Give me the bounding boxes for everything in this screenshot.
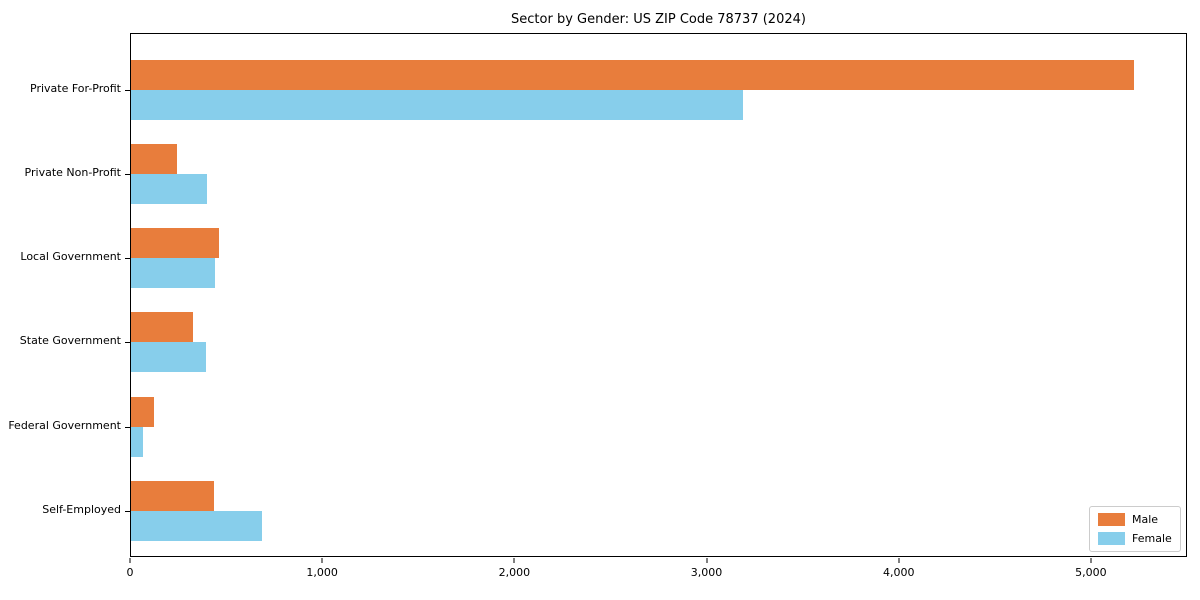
bar-female-private-for-profit (131, 89, 743, 120)
x-tick-label-0: 0 (126, 566, 134, 579)
x-tick-label-3000: 3,000 (690, 566, 723, 579)
legend-entry-female: Female (1098, 532, 1172, 545)
plot-area (125, 33, 1187, 557)
bar-male-federal-government (131, 396, 155, 427)
bar-male-state-government (131, 312, 194, 343)
x-tick-label-1000: 1,000 (306, 566, 338, 579)
x-tick-mark (898, 558, 900, 563)
legend-label-female: Female (1132, 532, 1172, 545)
bar-male-local-government (131, 228, 220, 259)
y-label-private-for-profit: Private For-Profit (30, 81, 121, 95)
y-label-local-government: Local Government (20, 250, 121, 264)
legend-label-male: Male (1132, 513, 1159, 526)
legend-swatch-male (1098, 513, 1125, 526)
bar-male-private-non-profit (131, 143, 178, 174)
x-tick-mark (321, 558, 323, 563)
x-tick-mark (1090, 558, 1092, 563)
y-tick-mark (125, 173, 130, 175)
legend: Male Female (1089, 506, 1181, 552)
bar-female-local-government (131, 258, 216, 289)
x-axis: 0 1,000 2,000 3,000 4,000 5,000 (126, 557, 1187, 587)
bar-female-private-non-profit (131, 173, 207, 204)
y-label-private-non-profit: Private Non-Profit (24, 165, 121, 179)
y-label-state-government: State Government (19, 334, 121, 348)
x-tick-mark (513, 558, 515, 563)
y-label-self-employed: Self-Employed (42, 503, 121, 516)
legend-entry-male: Male (1098, 513, 1172, 526)
y-label-federal-government: Federal Government (8, 418, 121, 432)
legend-swatch-female (1098, 532, 1125, 545)
x-tick-mark (129, 558, 131, 563)
y-tick-mark (125, 511, 130, 512)
x-tick-label-2000: 2,000 (498, 566, 531, 579)
bar-female-state-government (131, 342, 206, 373)
chart-title: Sector by Gender: US ZIP Code 78737 (202… (511, 12, 806, 27)
y-tick-mark (125, 342, 130, 344)
y-axis-labels: Private For-Profit Private Non-Profit Loca… (0, 33, 121, 557)
y-tick-mark (125, 258, 130, 260)
x-tick-label-5000: 5,000 (1075, 566, 1107, 579)
x-tick-mark (706, 558, 708, 563)
bar-female-federal-government (131, 426, 143, 457)
bar-male-self-employed (131, 481, 215, 511)
y-tick-mark (125, 426, 130, 428)
y-tick-mark (125, 89, 130, 91)
bar-male-private-for-profit (131, 59, 1135, 90)
bar-female-self-employed (131, 511, 263, 541)
x-tick-label-4000: 4,000 (882, 566, 915, 579)
